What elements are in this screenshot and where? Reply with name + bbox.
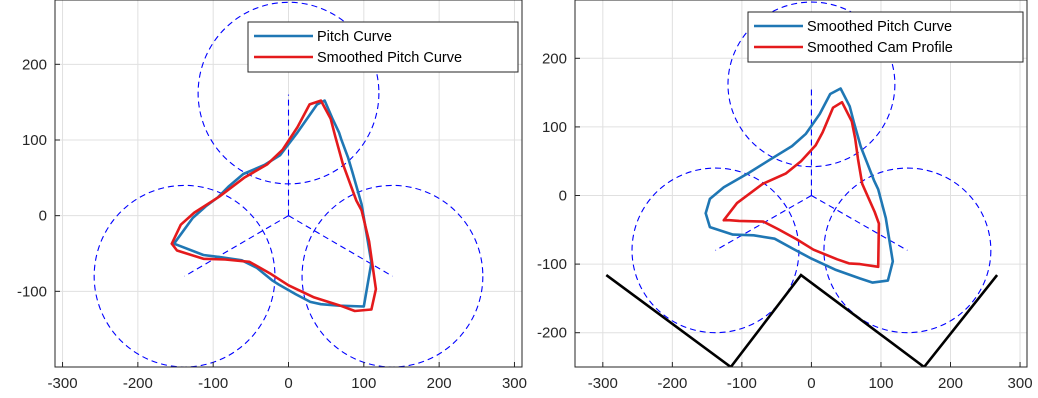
roller-circle [631,167,800,334]
x-tick-label: 100 [351,375,376,392]
axes-box [574,0,1028,368]
series-line-2 [722,100,881,269]
center-spoke [184,215,289,277]
follower-profile-line [605,273,999,367]
x-tick-label: 200 [938,375,963,392]
legend-label: Smoothed Pitch Curve [807,19,952,35]
y-tick-label: -200 [537,325,567,342]
ticks [575,57,1021,367]
x-tick-label: -200 [123,375,153,392]
y-tick-label: 100 [22,132,47,149]
x-tick-label: 0 [284,375,292,392]
y-tick-label: 200 [22,56,47,73]
grid [575,0,1027,367]
legend-label: Smoothed Cam Profile [807,40,953,56]
roller-circle [727,1,896,168]
y-tick-label: 0 [39,208,47,225]
x-tick-label: 200 [427,375,452,392]
x-tick-label: -100 [727,375,757,392]
x-tick-label: -300 [588,375,618,392]
y-tick-label: -100 [17,283,47,300]
legend-box [747,11,1024,63]
y-tick-label: 200 [542,50,567,67]
legend: Pitch Curve Smoothed Pitch Curve [247,21,519,73]
x-tick-label: 300 [502,375,527,392]
center-spoke [811,195,908,251]
right-plot-panel: -300 -200 -100 0 100 200 300 -200 -100 0 100 200 Smo… [537,0,1033,392]
ticks [55,63,515,367]
y-tick-label: 0 [559,188,567,205]
x-tick-label: 300 [1008,375,1033,392]
x-tick-label: -300 [48,375,78,392]
x-tick-label: 0 [807,375,815,392]
x-tick-label: 100 [868,375,893,392]
roller-circle [823,167,992,334]
x-tick-label: -100 [198,375,228,392]
legend-box [247,21,519,73]
y-tick-label: 100 [542,119,567,136]
plot-content [605,1,999,367]
legend-label: Smoothed Pitch Curve [317,50,462,66]
series-line-2 [170,99,378,313]
legend-label: Pitch Curve [317,29,392,45]
x-tick-label: -200 [657,375,687,392]
series-line-1 [704,87,895,284]
left-plot-panel: -300 -200 -100 0 100 200 300 -100 0 100 200 Pitch C… [17,0,527,392]
y-tick-label: -100 [537,256,567,273]
series-line-1 [172,99,373,308]
legend: Smoothed Pitch Curve Smoothed Cam Profile [747,11,1024,63]
center-spoke [288,215,393,277]
